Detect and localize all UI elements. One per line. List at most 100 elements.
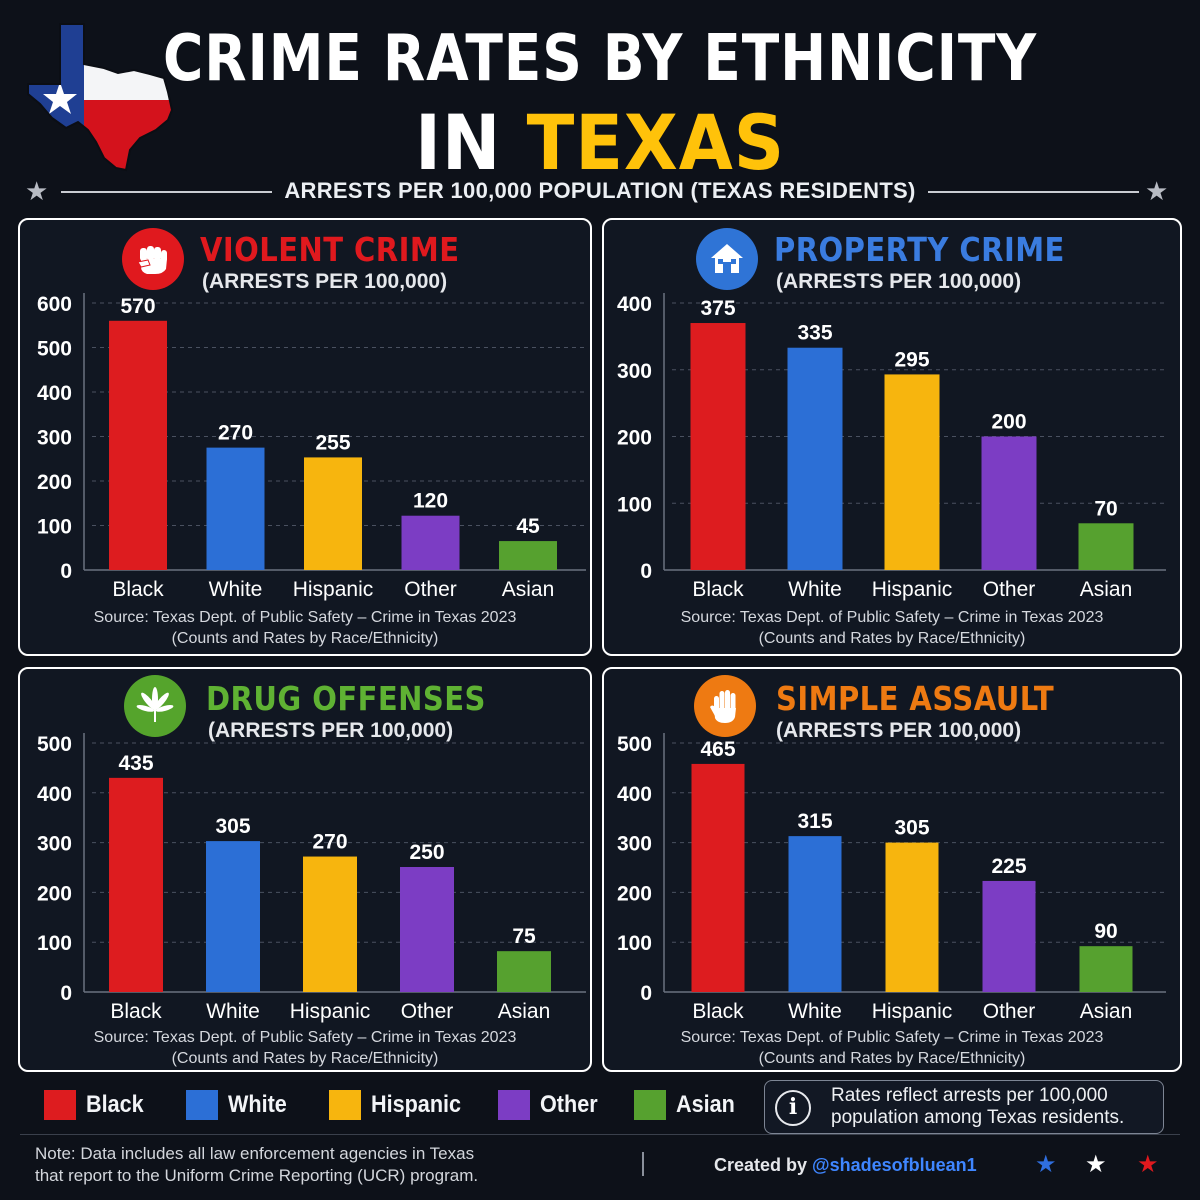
x-tick-label: Asian — [1080, 1000, 1133, 1023]
data-label: 225 — [991, 855, 1026, 878]
data-label: 45 — [516, 515, 540, 538]
violent-crime-panel: VIOLENT CRIME (ARRESTS PER 100,000) 0 100… — [18, 218, 592, 656]
y-tick-label: 200 — [37, 471, 72, 494]
bar-hispanic — [885, 842, 939, 992]
property-crime-panel: PROPERTY CRIME (ARRESTS PER 100,000) 0 10… — [602, 218, 1182, 656]
footer-note-line-1: Note: Data includes all law enforcement … — [35, 1144, 475, 1163]
raised-hand-icon — [694, 675, 756, 737]
y-tick-label: 0 — [640, 560, 652, 583]
data-label: 90 — [1094, 920, 1117, 943]
bar-asian — [497, 951, 551, 992]
simple-assault-chart: 0 100 200 300 400 500 465 Black 315 White 305 Hispa… — [617, 733, 1166, 1023]
x-tick-label: White — [788, 578, 842, 601]
legend-label: Asian — [676, 1091, 735, 1118]
panel-subtitle: (ARRESTS PER 100,000) — [202, 270, 448, 293]
footer-rule — [20, 1134, 1180, 1135]
star-icon: ★ — [25, 176, 49, 206]
x-tick-label: Black — [692, 1000, 744, 1023]
credit-prefix: Created by — [714, 1155, 813, 1175]
y-tick-label: 300 — [617, 360, 652, 383]
title-accent-texas: TEXAS — [526, 98, 786, 187]
data-label: 465 — [700, 738, 735, 761]
bar-black — [109, 777, 163, 992]
source-line-2: (Counts and Rates by Race/Ethnicity) — [171, 1050, 439, 1067]
y-tick-label: 400 — [617, 783, 652, 806]
x-tick-label: Hispanic — [290, 1000, 371, 1023]
bar-asian — [1079, 946, 1133, 992]
bar-white — [206, 447, 265, 570]
drug-offenses-chart: 0 100 200 300 400 500 435 Black 305 White 270 Hispa… — [37, 733, 586, 1023]
star-icon: ★ — [1035, 1151, 1057, 1178]
y-tick-label: 400 — [617, 293, 652, 316]
panel-title: PROPERTY CRIME — [774, 230, 1065, 269]
info-line-1: Rates reflect arrests per 100,000 — [831, 1085, 1108, 1106]
source-line-1: Source: Texas Dept. of Public Safety – C… — [680, 1029, 1104, 1046]
drug-offenses-panel: DRUG OFFENSES (ARRESTS PER 100,000) 0 100… — [18, 667, 592, 1072]
panel-title: VIOLENT CRIME — [200, 230, 460, 269]
info-box: i Rates reflect arrests per 100,000 popu… — [764, 1080, 1164, 1134]
y-tick-label: 100 — [37, 516, 72, 539]
star-icon: ★ — [1137, 1151, 1159, 1178]
cannabis-leaf-icon — [124, 675, 186, 737]
data-label: 70 — [1094, 497, 1117, 520]
texas-flag-map-icon — [27, 23, 174, 172]
y-tick-label: 0 — [60, 982, 72, 1005]
source-line-1: Source: Texas Dept. of Public Safety – C… — [93, 1029, 517, 1046]
panel-title: SIMPLE ASSAULT — [776, 679, 1055, 718]
x-tick-label: Hispanic — [872, 578, 953, 601]
source-line-1: Source: Texas Dept. of Public Safety – C… — [680, 609, 1104, 626]
legend-label: Black — [86, 1091, 144, 1118]
bar-hispanic — [884, 374, 940, 570]
y-tick-label: 400 — [37, 783, 72, 806]
data-label: 250 — [409, 841, 444, 864]
bar-black — [690, 323, 746, 570]
y-tick-label: 400 — [37, 382, 72, 405]
page-title-line-2: IN TEXAS — [48, 98, 1152, 187]
legend-item-white: White — [186, 1090, 293, 1120]
legend-item-other: Other — [498, 1090, 604, 1120]
legend-swatch — [634, 1090, 666, 1120]
data-label: 570 — [120, 295, 155, 318]
panel-title: DRUG OFFENSES — [206, 679, 486, 718]
data-label: 435 — [118, 752, 153, 775]
credit-handle-link[interactable]: @shadesofbluean1 — [812, 1155, 977, 1175]
y-tick-label: 600 — [37, 293, 72, 316]
source-line-2: (Counts and Rates by Race/Ethnicity) — [171, 630, 439, 647]
legend: Black White Hispanic Other Asian — [0, 1080, 760, 1130]
source-note: Source: Texas Dept. of Public Safety – C… — [20, 607, 590, 649]
header: CRIME RATES BY ETHNICITY IN TEXAS ★ ★ AR… — [0, 0, 1200, 215]
source-note: Source: Texas Dept. of Public Safety – C… — [20, 1027, 590, 1069]
bar-hispanic — [304, 457, 362, 570]
data-label: 295 — [894, 348, 929, 371]
legend-swatch — [44, 1090, 76, 1120]
source-line-2: (Counts and Rates by Race/Ethnicity) — [758, 630, 1026, 647]
bar-other — [401, 515, 460, 570]
bar-other — [981, 436, 1037, 570]
source-note: Source: Texas Dept. of Public Safety – C… — [604, 1027, 1180, 1069]
footer-divider — [642, 1152, 644, 1176]
footer-note-line-2: that report to the Uniform Crime Reporti… — [35, 1166, 479, 1185]
bar-white — [206, 841, 260, 992]
legend-label: Other — [540, 1091, 598, 1118]
data-label: 270 — [218, 422, 253, 445]
x-tick-label: Other — [401, 1000, 454, 1023]
y-tick-label: 200 — [617, 427, 652, 450]
source-line-1: Source: Texas Dept. of Public Safety – C… — [93, 609, 517, 626]
data-label: 255 — [315, 431, 350, 454]
y-tick-label: 500 — [617, 733, 652, 756]
footer-note: Note: Data includes all law enforcement … — [35, 1143, 595, 1187]
fist-icon — [122, 228, 184, 290]
data-label: 305 — [215, 815, 250, 838]
data-label: 120 — [413, 490, 448, 513]
x-tick-label: Other — [404, 578, 457, 601]
x-tick-label: Asian — [498, 1000, 551, 1023]
star-icon: ★ — [1145, 176, 1169, 206]
house-icon — [696, 228, 758, 290]
data-label: 200 — [991, 411, 1026, 434]
data-label: 315 — [797, 810, 832, 833]
x-tick-label: Black — [112, 578, 164, 601]
bar-other — [982, 880, 1036, 992]
legend-swatch — [329, 1090, 361, 1120]
legend-item-hispanic: Hispanic — [329, 1090, 471, 1120]
x-tick-label: Other — [983, 578, 1036, 601]
